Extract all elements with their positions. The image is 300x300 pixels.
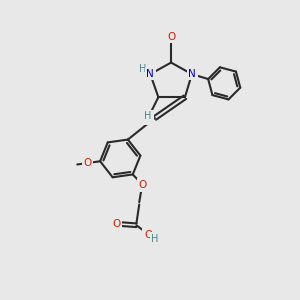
- Text: H: H: [139, 64, 147, 74]
- Text: H: H: [151, 234, 159, 244]
- Text: O: O: [144, 113, 152, 124]
- Text: H: H: [144, 111, 151, 121]
- Text: N: N: [146, 69, 154, 79]
- Text: O: O: [144, 230, 152, 239]
- Text: O: O: [167, 32, 175, 42]
- Text: O: O: [112, 219, 121, 229]
- Text: O: O: [139, 180, 147, 190]
- Text: N: N: [188, 69, 196, 79]
- Text: O: O: [83, 158, 92, 168]
